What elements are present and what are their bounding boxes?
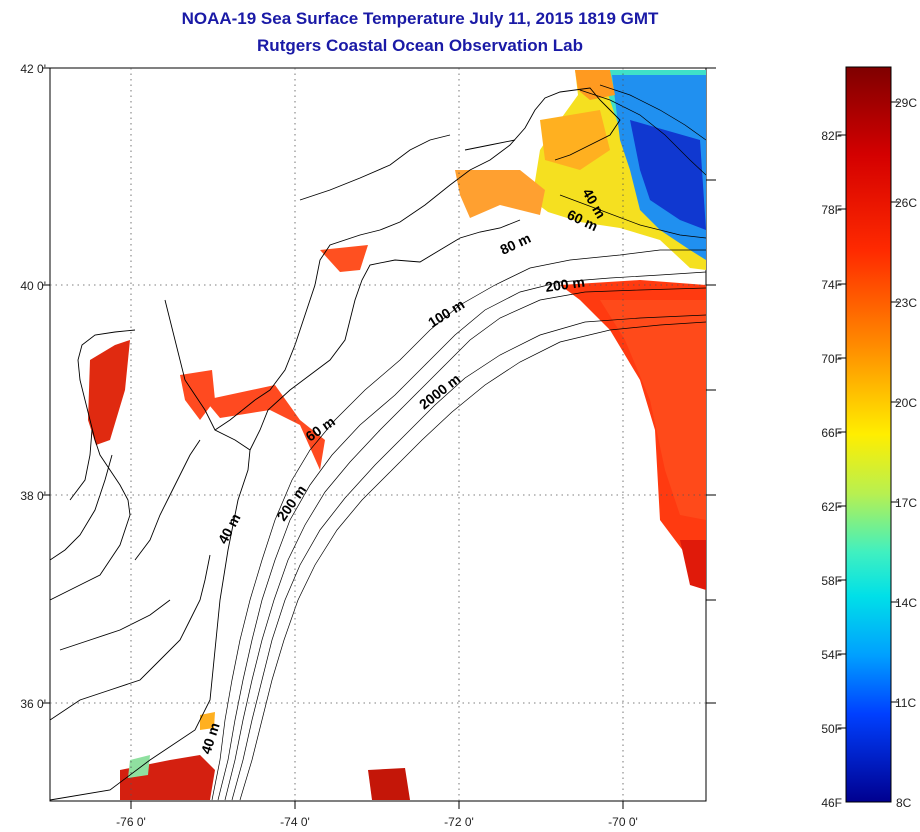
cb-f-label: 54F bbox=[821, 648, 842, 662]
colorbar bbox=[845, 66, 892, 803]
cb-f-label: 74F bbox=[821, 278, 842, 292]
cb-c-label: 20C bbox=[895, 396, 917, 410]
cb-c-label: 14C bbox=[895, 596, 917, 610]
lon-label: -70 0' bbox=[608, 815, 638, 829]
colorbar-fahrenheit-labels: 82F 78F 74F 70F 66F 62F 58F 54F 50F 46F bbox=[821, 129, 842, 810]
axis-ticks bbox=[42, 67, 716, 809]
cb-c-label: 29C bbox=[895, 96, 917, 110]
cb-c-label: 11C bbox=[895, 696, 916, 710]
isobath-label: 200 m bbox=[544, 274, 586, 295]
cb-c-label: 23C bbox=[895, 296, 917, 310]
lon-label: -74 0' bbox=[280, 815, 310, 829]
cb-c-label: 17C bbox=[895, 496, 917, 510]
colorbar-celsius-labels: 29C 26C 23C 20C 17C 14C 11C 8C bbox=[895, 96, 917, 810]
lat-label: 38 0' bbox=[20, 489, 46, 503]
cb-f-label: 62F bbox=[821, 500, 842, 514]
cb-f-label: 46F bbox=[821, 796, 842, 810]
isobath-lines bbox=[211, 84, 706, 801]
map-subtitle: Rutgers Coastal Ocean Observation Lab bbox=[257, 36, 583, 55]
lat-label: 40 0' bbox=[20, 279, 46, 293]
cb-c-label: 26C bbox=[895, 196, 917, 210]
cb-f-label: 66F bbox=[821, 426, 842, 440]
lon-label: -72 0' bbox=[444, 815, 474, 829]
cb-f-label: 70F bbox=[821, 352, 842, 366]
lat-label: 36 0' bbox=[20, 697, 46, 711]
cb-f-label: 50F bbox=[821, 722, 842, 736]
lat-label: 42 0' bbox=[20, 62, 46, 76]
map-title: NOAA-19 Sea Surface Temperature July 11,… bbox=[181, 9, 659, 28]
colorbar-ticks bbox=[838, 101, 899, 729]
cb-f-label: 82F bbox=[821, 129, 842, 143]
lon-label: -76 0' bbox=[116, 815, 146, 829]
longitude-labels: -76 0' -74 0' -72 0' -70 0' bbox=[116, 815, 638, 829]
sst-data-layer bbox=[88, 70, 706, 800]
graticule bbox=[50, 68, 706, 801]
cb-f-label: 78F bbox=[821, 203, 842, 217]
coastline bbox=[50, 87, 621, 801]
cb-f-label: 58F bbox=[821, 574, 842, 588]
cb-c-label: 8C bbox=[896, 796, 912, 810]
latitude-labels: 42 0' 40 0' 38 0' 36 0' bbox=[20, 62, 46, 711]
